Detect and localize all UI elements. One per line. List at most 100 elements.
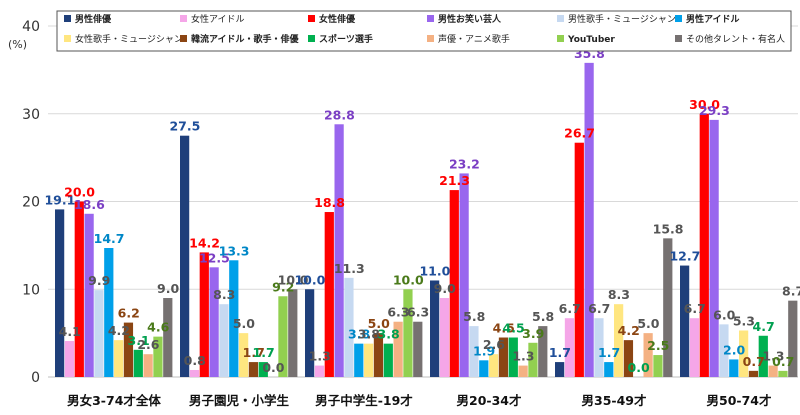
data-label: 9.2 <box>272 279 294 294</box>
data-label: 10.0 <box>294 272 325 287</box>
bar <box>680 265 690 377</box>
data-label: 29.3 <box>699 103 730 118</box>
legend-swatch <box>675 35 682 42</box>
data-labels: 19.14.120.018.69.914.74.26.23.12.64.69.0… <box>44 46 800 375</box>
bar <box>393 321 403 377</box>
bar <box>64 341 75 377</box>
bar <box>459 173 469 377</box>
y-tick-label: 20 <box>22 195 40 211</box>
bar <box>469 326 479 377</box>
bar <box>498 337 509 377</box>
data-label: 18.8 <box>314 195 345 210</box>
legend-swatch <box>64 35 71 42</box>
data-label: 14.2 <box>189 235 220 250</box>
legend-swatch <box>308 35 315 42</box>
legend-entry: 男性お笑い芸人 <box>438 13 502 25</box>
bar <box>758 335 768 377</box>
bar <box>239 333 249 378</box>
bar <box>314 365 325 377</box>
bar <box>439 298 450 377</box>
data-label: 21.3 <box>439 173 470 188</box>
bar <box>653 355 663 377</box>
data-label: 1.9 <box>473 343 495 358</box>
data-label: 26.7 <box>564 126 595 141</box>
bar <box>699 113 709 377</box>
data-label: 9.9 <box>88 273 110 288</box>
data-label: 20.0 <box>64 185 95 200</box>
data-label: 10.0 <box>278 272 309 287</box>
data-label: 4.6 <box>147 320 169 335</box>
data-label: 8.7 <box>782 284 800 299</box>
bar <box>163 298 173 377</box>
bar <box>614 304 624 377</box>
bar <box>55 209 65 377</box>
category-label: 男50-74才 <box>707 393 772 408</box>
data-label: 5.0 <box>233 316 255 331</box>
data-label: 27.5 <box>169 119 200 134</box>
data-label: 3.1 <box>128 333 150 348</box>
data-label: 5.0 <box>637 316 659 331</box>
bars <box>55 62 798 378</box>
data-label: 6.7 <box>684 301 706 316</box>
data-label: 3.8 <box>378 327 400 342</box>
data-label: 10.0 <box>393 272 424 287</box>
data-label: 11.3 <box>334 261 365 276</box>
data-label: 18.6 <box>74 197 105 212</box>
data-label: 0.7 <box>743 354 765 369</box>
bar <box>189 369 200 377</box>
legend: 男性俳優 女性アイドル 女性俳優 男性お笑い芸人 男性歌手・ミュージシャン 男性アイドル女… <box>56 10 792 52</box>
bar <box>324 212 334 377</box>
data-label: 3.8 <box>358 327 380 342</box>
data-label: 6.7 <box>588 301 610 316</box>
bar <box>354 343 364 377</box>
bar <box>663 238 673 377</box>
legend-entry: 女性俳優 <box>319 13 356 25</box>
data-label: 4.2 <box>108 323 130 338</box>
category-label: 男子園児・小学生 <box>189 393 290 408</box>
legend-swatch <box>557 15 564 22</box>
legend-entry: 女性歌手・ミュージシャン <box>75 33 183 45</box>
data-label: 12.7 <box>669 249 700 264</box>
legend-swatch <box>64 15 71 22</box>
data-label: 1.7 <box>253 345 275 360</box>
data-label: 6.3 <box>387 305 409 320</box>
bar <box>229 260 239 377</box>
data-label: 4.2 <box>618 323 640 338</box>
bar <box>449 190 459 377</box>
bar <box>528 342 538 377</box>
data-label: 5.3 <box>733 313 755 328</box>
data-label: 1.3 <box>309 349 331 364</box>
category-label: 男子中学生-19才 <box>315 393 413 408</box>
data-label: 13.3 <box>219 243 250 258</box>
data-label: 14.7 <box>94 231 125 246</box>
data-label: 28.8 <box>324 107 355 122</box>
legend-entry: 韓流アイドル・歌手・俳優 <box>191 33 300 45</box>
data-label: 6.2 <box>118 306 140 321</box>
bar <box>114 340 124 377</box>
data-label: 0.0 <box>262 360 284 375</box>
bar <box>719 324 729 377</box>
data-label: 6.0 <box>713 307 735 322</box>
data-label: 11.0 <box>419 263 450 278</box>
bar <box>133 349 143 377</box>
bar <box>748 370 759 377</box>
data-label: 12.5 <box>199 250 230 265</box>
data-label: 19.1 <box>44 192 75 207</box>
data-label: 2.5 <box>647 338 669 353</box>
y-axis: (%) 0 10 20 30 40 <box>8 19 40 386</box>
legend-swatch <box>427 35 434 42</box>
bar <box>489 354 499 377</box>
bar <box>729 359 739 377</box>
bar <box>508 337 518 377</box>
legend-entry: YouTuber <box>567 35 615 45</box>
bar <box>778 370 788 377</box>
bar <box>219 304 229 377</box>
bar <box>209 267 219 377</box>
data-label: 0.0 <box>628 360 650 375</box>
data-label: 5.8 <box>532 309 554 324</box>
y-tick-label: 0 <box>31 370 40 386</box>
bar <box>180 135 190 377</box>
bar <box>74 201 84 377</box>
bar <box>373 333 384 378</box>
data-label: 30.0 <box>689 97 720 112</box>
